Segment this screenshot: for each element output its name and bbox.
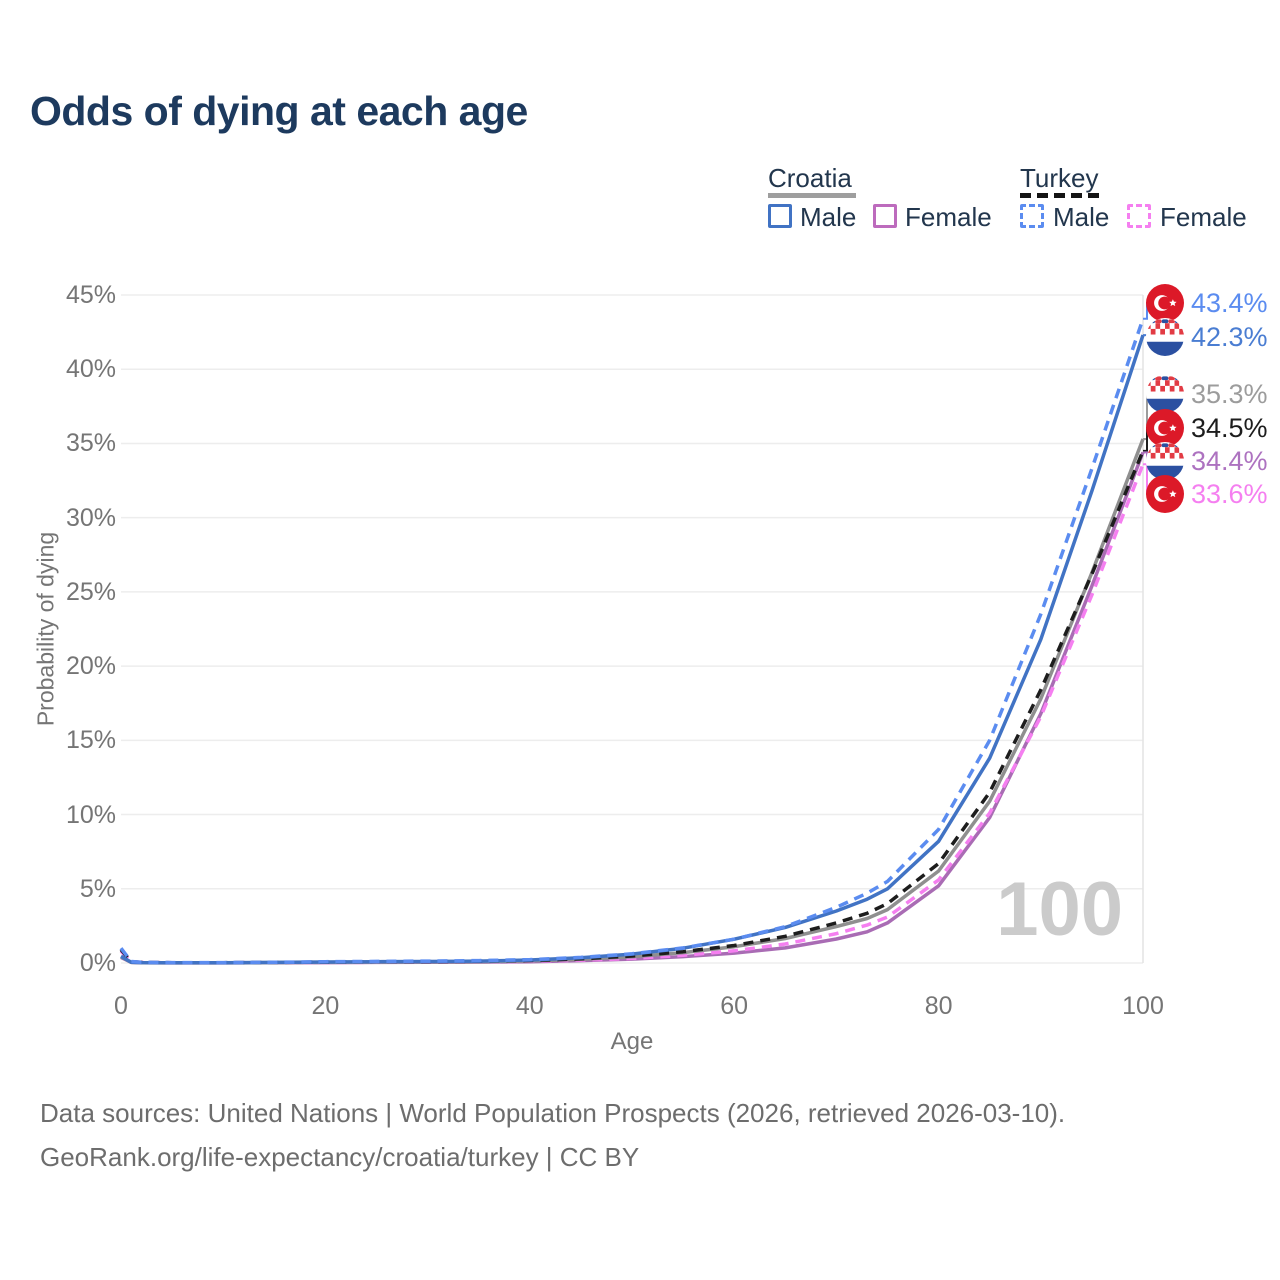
end-label-value: 34.5% [1191, 412, 1268, 443]
y-tick-label-40: 40% [65, 355, 116, 384]
y-axis-title: Probability of dying [32, 531, 59, 727]
end-label-croatia-total: 35.3% [1146, 375, 1268, 413]
x-tick-label-80: 80 [924, 992, 953, 1020]
x-tick-label-20: 20 [311, 992, 340, 1020]
line-croatia-male[interactable] [120, 334, 1145, 965]
legend-croatia-line-style [768, 193, 856, 198]
line-turkey-male[interactable] [119, 318, 1145, 965]
y-tick-label-5: 5% [79, 874, 116, 903]
turkey-flag-icon [1146, 475, 1184, 513]
croatia-flag-icon [1146, 375, 1184, 413]
y-tick-label-0: 0% [79, 949, 116, 977]
x-tick-label-100: 100 [1122, 992, 1164, 1020]
footer-link[interactable]: GeoRank.org/life-expectancy/croatia/turk… [40, 1142, 640, 1172]
line-croatia-female[interactable] [120, 451, 1145, 965]
y-tick-label-15: 15% [65, 726, 116, 755]
x-tick-label-40: 40 [515, 992, 544, 1020]
y-tick-label-25: 25% [65, 577, 116, 606]
end-label-turkey-female: 33.6% [1146, 475, 1268, 513]
legend-turkey-male-swatch[interactable] [1020, 204, 1044, 228]
end-label-value: 34.4% [1191, 445, 1268, 476]
end-label-value: 43.4% [1191, 287, 1268, 318]
legend-turkey-line-style [1020, 193, 1100, 198]
end-label-croatia-male: 42.3% [1146, 318, 1268, 356]
legend-turkey-header[interactable]: Turkey [1020, 163, 1099, 193]
y-tick-label-45: 45% [65, 281, 116, 309]
end-label-croatia-female: 34.4% [1146, 442, 1268, 480]
page-title: Odds of dying at each age [30, 88, 528, 134]
hover-age-watermark: 100 [996, 867, 1123, 952]
turkey-flag-icon [1146, 284, 1184, 322]
legend-croatia-header[interactable]: Croatia [768, 163, 852, 193]
y-tick-label-20: 20% [65, 652, 116, 681]
y-tick-label-30: 30% [65, 503, 116, 532]
end-label-value: 42.3% [1191, 321, 1268, 352]
legend-croatia-female-swatch[interactable] [873, 204, 897, 228]
croatia-flag-icon [1146, 442, 1184, 480]
x-tick-label-0: 0 [114, 992, 128, 1020]
end-label-value: 35.3% [1191, 378, 1268, 409]
x-tick-label-60: 60 [720, 992, 749, 1020]
end-label-value: 33.6% [1191, 478, 1268, 509]
legend-turkey-male-label[interactable]: Male [1053, 202, 1110, 232]
end-label-turkey-male: 43.4% [1146, 284, 1268, 322]
legend-turkey-female-label[interactable]: Female [1160, 202, 1247, 232]
legend-croatia-female-label[interactable]: Female [905, 202, 992, 232]
line-turkey-female[interactable] [119, 463, 1145, 965]
legend-turkey-female-swatch[interactable] [1127, 204, 1151, 228]
legend-croatia-male-label[interactable]: Male [800, 202, 857, 232]
x-axis-title: Age [610, 1028, 654, 1055]
end-label-turkey-total: 34.5% [1146, 409, 1268, 447]
croatia-flag-icon [1146, 318, 1184, 356]
y-tick-label-10: 10% [65, 800, 116, 829]
y-tick-label-35: 35% [65, 429, 116, 458]
legend-croatia-male-swatch[interactable] [768, 204, 792, 228]
turkey-flag-icon [1146, 409, 1184, 447]
line-turkey-total[interactable] [119, 450, 1145, 965]
footer-sources: Data sources: United Nations | World Pop… [40, 1098, 1066, 1128]
